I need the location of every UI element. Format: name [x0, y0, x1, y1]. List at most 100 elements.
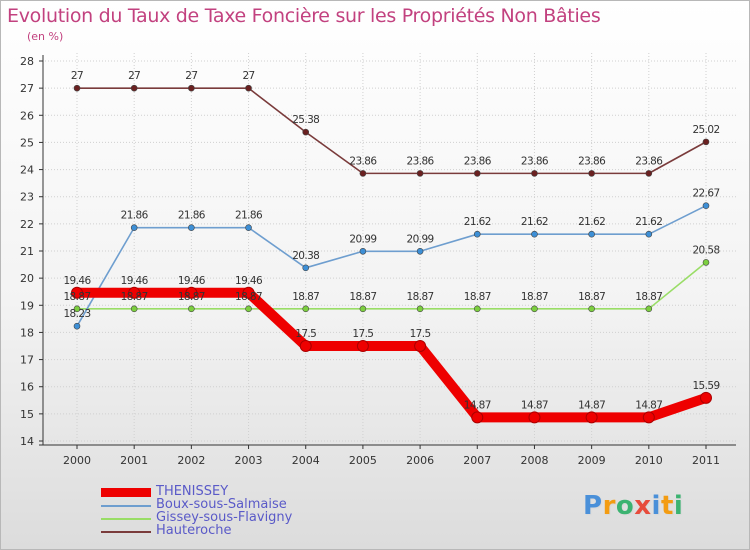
data-point: [645, 305, 653, 313]
data-point: [359, 247, 367, 255]
data-point: [188, 224, 195, 231]
data-label: 23.86: [635, 155, 663, 167]
data-label: 27: [242, 70, 254, 82]
chart-title: Evolution du Taux de Taxe Foncière sur l…: [7, 5, 601, 27]
legend-swatch: [101, 531, 151, 533]
data-label: 14.87: [635, 399, 662, 411]
data-label: 25.02: [692, 124, 719, 136]
data-point: [702, 259, 710, 266]
data-label: 23.86: [464, 155, 492, 167]
data-point: [359, 305, 367, 313]
data-label: 19.46: [63, 275, 91, 287]
data-label: 18.87: [407, 291, 434, 303]
x-tick-label: 2005: [349, 454, 377, 467]
data-label: 14.87: [464, 399, 491, 411]
data-point: [416, 247, 424, 255]
legend-swatch: [101, 518, 151, 520]
x-tick-label: 2003: [235, 454, 263, 467]
x-tick-label: 2011: [692, 454, 720, 467]
data-point: [73, 322, 81, 330]
data-label: 23.86: [521, 155, 549, 167]
y-tick-label: 16: [20, 381, 34, 394]
data-label: 18.87: [349, 291, 376, 303]
logo-letter: o: [615, 491, 635, 521]
legend-item: Boux-sous-Salmaise: [101, 497, 361, 512]
series-line: [77, 87, 707, 175]
data-label: 20.99: [349, 233, 376, 245]
data-label: 18.87: [63, 291, 90, 303]
data-point: [416, 170, 424, 177]
data-labels-boux-sous-salmaise: 18.23 21.86 21.86 21.86 20.38 20.99 20.99 21.62…: [63, 188, 720, 321]
grid-lines: [39, 53, 736, 442]
y-tick-label: 20: [20, 272, 34, 285]
data-labels-hauteroche: 27 27 27 27 25.38 23.86 23.86 23.86 23.86 23.86 23…: [71, 70, 720, 167]
data-point: [188, 84, 195, 92]
logo-letter: x: [634, 491, 652, 521]
series-line: [76, 204, 707, 327]
data-point: [71, 286, 83, 299]
data-label: 21.62: [578, 216, 605, 228]
data-point: [242, 286, 255, 299]
y-tick-label: 26: [20, 109, 34, 122]
data-label: 20.99: [407, 233, 434, 245]
y-axis-unit: (en %): [27, 30, 64, 43]
data-point: [130, 305, 138, 313]
x-tick-label: 2000: [63, 454, 91, 467]
data-point: [473, 230, 481, 238]
y-tick-label: 23: [20, 191, 34, 204]
legend-label: Boux-sous-Salmaise: [156, 497, 287, 512]
y-tick-label: 24: [20, 164, 34, 177]
data-point: [302, 128, 310, 136]
data-label: 27: [71, 70, 83, 82]
y-tick-label: 18: [20, 326, 34, 339]
data-point: [642, 411, 655, 424]
legend-label: Hauteroche: [156, 523, 232, 538]
legend-label: Gissey-sous-Flavigny: [156, 510, 293, 525]
data-label: 21.86: [121, 210, 149, 222]
x-tick-label: 2001: [120, 454, 148, 467]
x-tick-label: 2007: [463, 454, 491, 467]
data-point: [356, 340, 369, 352]
x-tick-label: 2006: [406, 454, 434, 467]
data-point: [471, 411, 484, 424]
data-label: 20.58: [692, 244, 719, 256]
data-label: 14.87: [521, 399, 548, 411]
logo-letter: P: [583, 491, 603, 521]
data-label: 17.5: [295, 328, 316, 340]
data-point: [585, 411, 598, 424]
data-label: 18.87: [578, 291, 605, 303]
legend-item: THENISSEY: [101, 484, 361, 499]
data-label: 18.87: [464, 291, 491, 303]
series-line: [77, 287, 708, 423]
data-label: 21.62: [521, 216, 548, 228]
x-tick-label: 2002: [177, 454, 205, 467]
data-labels-gissey-sous-flavigny: 18.87 18.87 18.87 18.87 18.87 18.87 18.87 18.87…: [63, 244, 720, 303]
series-hauteroche: [73, 84, 710, 177]
data-point: [645, 230, 653, 238]
data-label: 21.62: [464, 216, 491, 228]
data-label: 23.86: [578, 155, 606, 167]
series-gissey-sous-flavigny: [73, 259, 710, 313]
logo-letter: r: [602, 491, 616, 521]
legend: THENISSEY Boux-sous-Salmaise Gissey-sous-F…: [101, 484, 361, 538]
y-tick-label: 19: [20, 299, 34, 312]
data-label: 18.87: [521, 291, 548, 303]
data-point: [185, 286, 198, 299]
data-label: 19.46: [235, 275, 263, 287]
y-tick-label: 25: [20, 136, 34, 149]
data-point: [245, 305, 252, 313]
data-point: [416, 305, 424, 313]
logo-letter: i: [651, 491, 661, 521]
data-label: 19.46: [178, 275, 206, 287]
y-tick-label: 15: [20, 408, 34, 421]
data-point: [588, 305, 595, 313]
data-label: 18.23: [63, 308, 90, 320]
data-label: 27: [185, 70, 197, 82]
data-point: [302, 264, 310, 272]
data-point: [130, 224, 138, 231]
data-point: [414, 340, 427, 352]
data-label: 18.87: [235, 291, 262, 303]
data-label: 21.86: [235, 210, 263, 222]
data-point: [245, 84, 252, 92]
